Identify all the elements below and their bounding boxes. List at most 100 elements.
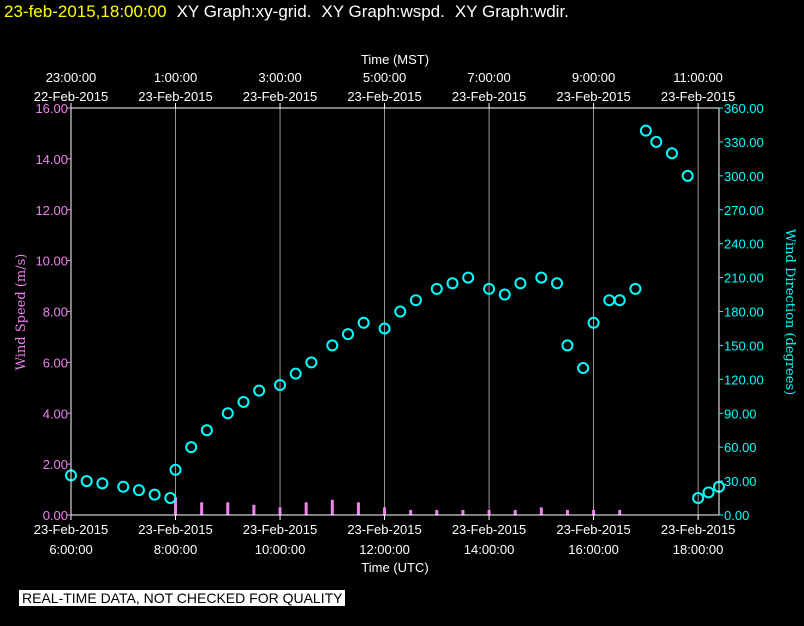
wdir-point <box>561 339 574 352</box>
right-tick-label: 360.00 <box>724 101 764 116</box>
right-tick-label: 300.00 <box>724 169 764 184</box>
top-tick-date: 23-Feb-2015 <box>347 89 421 104</box>
right-tick-label: 0.00 <box>724 508 749 523</box>
top-tick-date: 23-Feb-2015 <box>452 89 526 104</box>
wdir-point <box>274 378 287 391</box>
axis-layer: 23-Feb-2015 6:00:00 23-Feb-2015 8:00:00 23-F… <box>34 70 764 557</box>
wdir-point <box>305 356 318 369</box>
left-tick-label: 10.00 <box>35 254 68 269</box>
wdir-point <box>483 282 496 295</box>
wdir-point <box>148 488 161 501</box>
bottom-axis-label: Time (UTC) <box>361 560 428 575</box>
right-tick-label: 210.00 <box>724 271 764 286</box>
wdir-point <box>577 362 590 375</box>
bottom-tick-date: 23-Feb-2015 <box>34 522 108 537</box>
left-tick-label: 16.00 <box>35 101 68 116</box>
wdir-point <box>551 277 563 290</box>
wdir-point <box>681 169 694 182</box>
left-tick-label: 8.00 <box>43 305 68 320</box>
wdir-point <box>132 484 145 497</box>
wdir-point <box>394 305 407 318</box>
wdir-point <box>117 480 130 493</box>
wdir-point <box>409 294 422 307</box>
wdir-point <box>587 316 600 329</box>
top-tick-time: 7:00:00 <box>467 70 510 85</box>
bottom-tick-time: 8:00:00 <box>154 542 197 557</box>
wdir-point <box>702 486 715 499</box>
bottom-tick-time: 14:00:00 <box>464 542 515 557</box>
wdir-point <box>446 277 459 290</box>
wdir-point <box>169 463 182 476</box>
wdir-point <box>629 282 642 295</box>
right-tick-label: 270.00 <box>724 203 764 218</box>
bottom-tick-time: 10:00:00 <box>255 542 306 557</box>
wdir-point <box>200 424 213 437</box>
title-graph-wspd: XY Graph:wspd. <box>321 2 445 21</box>
bottom-tick-date: 23-Feb-2015 <box>556 522 630 537</box>
top-tick-date: 23-Feb-2015 <box>138 89 212 104</box>
wdir-point <box>289 367 302 380</box>
right-tick-label: 330.00 <box>724 135 764 150</box>
right-tick-label: 240.00 <box>724 237 764 252</box>
bottom-tick-date: 23-Feb-2015 <box>138 522 212 537</box>
disclaimer-banner: REAL-TIME DATA, NOT CHECKED FOR QUALITY <box>19 590 346 606</box>
bottom-tick-time: 16:00:00 <box>568 542 619 557</box>
bottom-tick-date: 23-Feb-2015 <box>661 522 735 537</box>
wdir-point <box>185 441 198 454</box>
bottom-tick-time: 12:00:00 <box>359 542 410 557</box>
title-graph-grid: XY Graph:xy-grid. <box>176 2 312 21</box>
wdir-point <box>164 492 177 505</box>
bottom-tick-time: 6:00:00 <box>49 542 92 557</box>
top-tick-date: 22-Feb-2015 <box>34 89 108 104</box>
bottom-tick-date: 23-Feb-2015 <box>347 522 421 537</box>
wdir-point <box>357 316 370 329</box>
wdir-point <box>253 384 266 397</box>
wdir-point <box>613 294 626 307</box>
right-tick-label: 120.00 <box>724 372 764 387</box>
top-tick-date: 23-Feb-2015 <box>661 89 735 104</box>
graph-title: 23-feb-2015,18:00:00 XY Graph:xy-grid. XY … <box>4 2 569 22</box>
right-tick-label: 30.00 <box>724 474 757 489</box>
top-tick-time: 1:00:00 <box>154 70 197 85</box>
left-tick-label: 6.00 <box>43 355 68 370</box>
wdir-point <box>430 282 443 295</box>
series-layer <box>65 124 725 515</box>
left-tick-label: 2.00 <box>43 457 68 472</box>
top-tick-time: 11:00:00 <box>673 70 723 85</box>
top-axis-label: Time (MST) <box>361 52 429 67</box>
right-tick-label: 150.00 <box>724 338 764 353</box>
title-graph-wdir: XY Graph:wdir. <box>454 2 569 21</box>
wdir-point <box>498 288 511 301</box>
left-axis-label: Wind Speed (m/s) <box>14 254 29 371</box>
top-tick-time: 9:00:00 <box>572 70 615 85</box>
wdir-point <box>221 407 234 420</box>
right-axis-label: Wind Direction (degrees) <box>782 229 797 395</box>
wdir-point <box>650 135 663 148</box>
top-tick-time: 5:00:00 <box>363 70 406 85</box>
right-tick-label: 90.00 <box>724 406 757 421</box>
wdir-point <box>378 322 391 335</box>
left-tick-label: 14.00 <box>35 152 68 167</box>
wdir-point <box>326 339 339 352</box>
wdir-point <box>692 492 705 505</box>
wdir-point <box>341 328 354 341</box>
top-tick-time: 3:00:00 <box>258 70 301 85</box>
wdir-point <box>80 475 93 488</box>
wdir-point <box>535 271 548 284</box>
left-tick-label: 0.00 <box>43 508 68 523</box>
bottom-tick-date: 23-Feb-2015 <box>243 522 317 537</box>
grid-lines <box>175 108 699 515</box>
top-tick-date: 23-Feb-2015 <box>556 89 630 104</box>
right-tick-label: 180.00 <box>724 305 764 320</box>
right-tick-label: 60.00 <box>724 440 757 455</box>
title-timestamp: 23-feb-2015,18:00:00 <box>4 2 167 21</box>
wdir-point <box>237 395 250 408</box>
left-tick-label: 12.00 <box>35 203 68 218</box>
top-tick-time: 23:00:00 <box>46 70 97 85</box>
wdir-point <box>514 277 527 290</box>
wdir-point <box>462 271 475 284</box>
wdir-point <box>665 147 678 160</box>
left-tick-label: 4.00 <box>43 406 68 421</box>
wdir-point <box>96 477 109 490</box>
